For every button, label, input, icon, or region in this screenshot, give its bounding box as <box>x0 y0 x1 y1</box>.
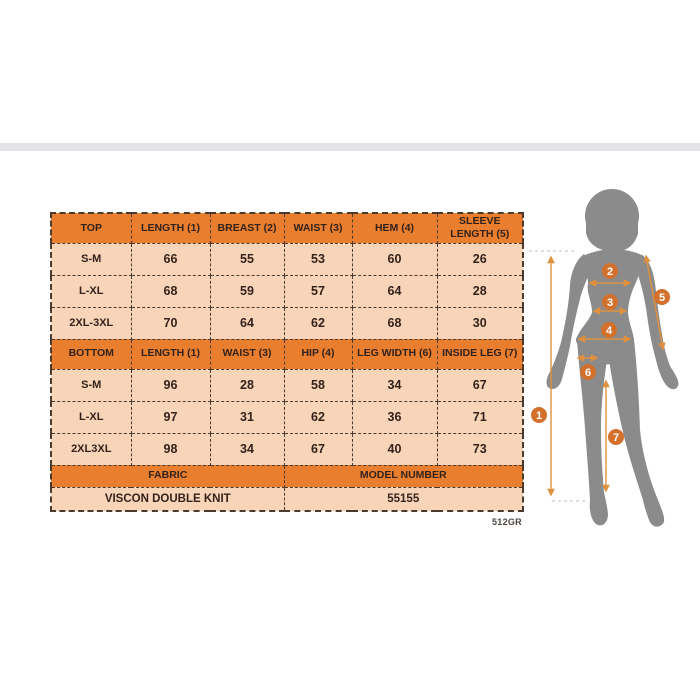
measurement-value: 62 <box>283 400 353 434</box>
size-label: 2XL-3XL <box>50 306 132 340</box>
model-number-header: MODEL NUMBER <box>283 464 524 488</box>
table-row: 2XL3XL 98 34 67 40 73 <box>50 432 524 466</box>
measurement-value: 67 <box>283 432 353 466</box>
body-silhouette-diagram: 1 2 3 4 5 6 7 <box>529 189 679 527</box>
marker-number-7: 7 <box>613 432 619 444</box>
measurement-value: 66 <box>130 242 211 276</box>
guide-dashes <box>529 250 586 502</box>
measurement-value: 31 <box>209 400 285 434</box>
marker-number-6: 6 <box>585 367 591 379</box>
measurement-value: 68 <box>130 274 211 308</box>
marker-number-5: 5 <box>659 292 665 304</box>
fabric-header: FABRIC <box>50 464 285 488</box>
model-number-value: 55155 <box>283 486 524 512</box>
measurement-value: 28 <box>436 274 524 308</box>
table-row: S-M 66 55 53 60 26 <box>50 242 524 276</box>
marker-circle-7 <box>608 429 624 445</box>
measurement-value: 64 <box>209 306 285 340</box>
measurement-value: 57 <box>283 274 353 308</box>
measurement-value: 58 <box>283 368 353 402</box>
size-label: 2XL3XL <box>50 432 132 466</box>
measurement-value: 70 <box>130 306 211 340</box>
marker-number-2: 2 <box>607 266 613 278</box>
info-value-row: VISCON DOUBLE KNIT 55155 <box>50 486 524 512</box>
sleeve-arrow <box>643 254 666 351</box>
marker-number-4: 4 <box>606 325 613 337</box>
measure-markers: 1 2 3 4 5 6 7 <box>531 263 670 445</box>
measurement-value: 30 <box>436 306 524 340</box>
measurement-value: 71 <box>436 400 524 434</box>
col-header-bottom: BOTTOM <box>50 338 132 370</box>
measurement-value: 40 <box>351 432 438 466</box>
top-header-row: TOP LENGTH (1) BREAST (2) WAIST (3) HEM … <box>50 212 524 244</box>
marker-circle-2 <box>602 263 618 279</box>
col-header-waist: WAIST (3) <box>209 338 285 370</box>
col-header-length: LENGTH (1) <box>130 212 211 244</box>
measurement-figure: 1 2 3 4 5 6 7 <box>525 183 700 535</box>
woman-silhouette <box>546 189 679 527</box>
size-label: L-XL <box>50 274 132 308</box>
table-row: 2XL-3XL 70 64 62 68 30 <box>50 306 524 340</box>
marker-number-1: 1 <box>536 410 542 422</box>
marker-circle-5 <box>654 289 670 305</box>
table-row: S-M 96 28 58 34 67 <box>50 368 524 402</box>
col-header-inside-leg: INSIDE LEG (7) <box>436 338 524 370</box>
measurement-value: 62 <box>283 306 353 340</box>
col-header-hip: HIP (4) <box>283 338 353 370</box>
marker-circle-6 <box>580 364 596 380</box>
measurement-value: 28 <box>209 368 285 402</box>
fabric-value: VISCON DOUBLE KNIT <box>50 486 285 512</box>
measurement-value: 67 <box>436 368 524 402</box>
size-label: S-M <box>50 368 132 402</box>
measurement-value: 34 <box>351 368 438 402</box>
col-header-hem: HEM (4) <box>351 212 438 244</box>
measurement-value: 98 <box>130 432 211 466</box>
size-chart-table: TOP LENGTH (1) BREAST (2) WAIST (3) HEM … <box>50 212 524 512</box>
col-header-breast: BREAST (2) <box>209 212 285 244</box>
col-header-length: LENGTH (1) <box>130 338 211 370</box>
col-header-waist: WAIST (3) <box>283 212 353 244</box>
measurement-value: 96 <box>130 368 211 402</box>
measurement-value: 68 <box>351 306 438 340</box>
measurement-value: 73 <box>436 432 524 466</box>
measurement-value: 36 <box>351 400 438 434</box>
measurement-value: 59 <box>209 274 285 308</box>
measurement-value: 64 <box>351 274 438 308</box>
measurement-value: 34 <box>209 432 285 466</box>
col-header-top: TOP <box>50 212 132 244</box>
measurement-value: 26 <box>436 242 524 276</box>
marker-circle-3 <box>602 294 618 310</box>
measurement-value: 55 <box>209 242 285 276</box>
style-code-text: 512GR <box>491 517 522 527</box>
size-label: S-M <box>50 242 132 276</box>
measurement-arrows <box>547 254 666 497</box>
marker-number-3: 3 <box>607 297 613 309</box>
size-label: L-XL <box>50 400 132 434</box>
measurement-value: 53 <box>283 242 353 276</box>
col-header-sleeve-length: SLEEVE LENGTH (5) <box>436 212 524 244</box>
col-header-leg-width: LEG WIDTH (6) <box>351 338 438 370</box>
page-divider-bar <box>0 143 700 151</box>
table-row: L-XL 68 59 57 64 28 <box>50 274 524 308</box>
marker-circle-1 <box>531 407 547 423</box>
marker-circle-4 <box>601 322 617 338</box>
measurement-value: 97 <box>130 400 211 434</box>
info-header-row: FABRIC MODEL NUMBER <box>50 464 524 488</box>
table-row: L-XL 97 31 62 36 71 <box>50 400 524 434</box>
measurement-value: 60 <box>351 242 438 276</box>
bottom-header-row: BOTTOM LENGTH (1) WAIST (3) HIP (4) LEG … <box>50 338 524 370</box>
